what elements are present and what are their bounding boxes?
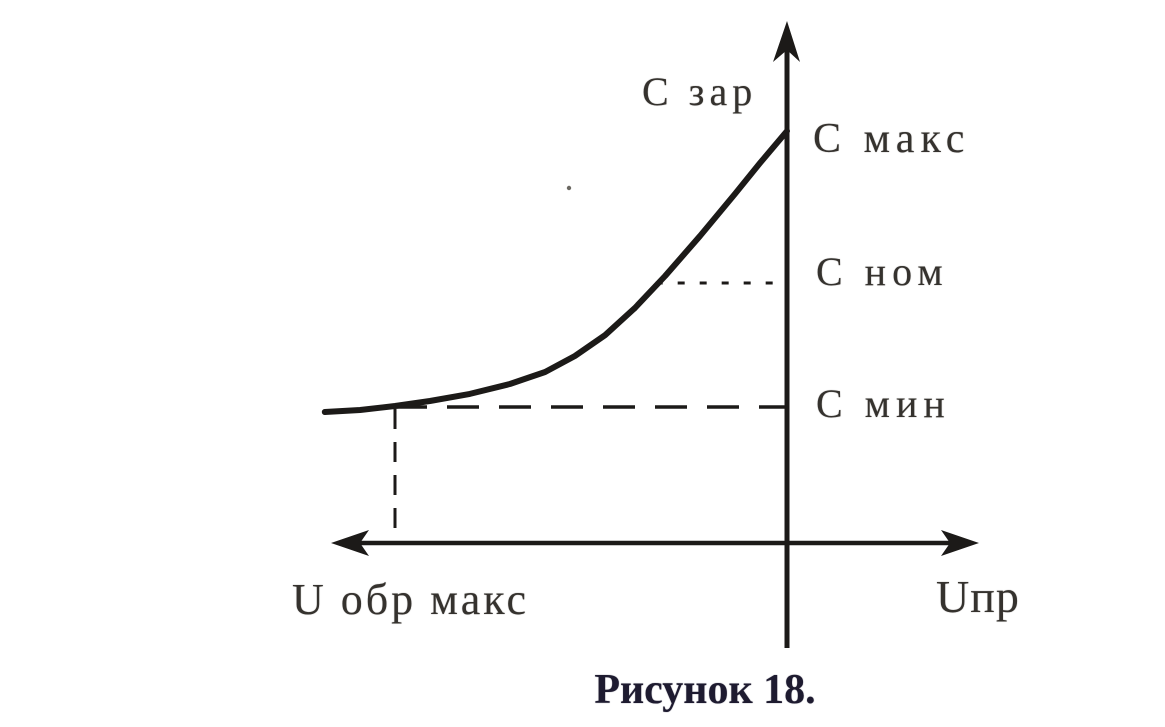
- capacitance-curve: [321, 128, 790, 415]
- x-axis-arrow-left-icon: [331, 530, 369, 556]
- u-obr-maks-label: U обр макс: [292, 575, 530, 624]
- c-nom-level-label: С ном: [816, 249, 949, 294]
- y-axis-arrow-up-icon: [773, 21, 800, 62]
- c-min-level-label: С мин: [816, 381, 951, 426]
- figure-caption: Рисунок 18.: [594, 667, 816, 713]
- reference-lines-group: [393, 281, 789, 543]
- x-axis-arrow-right-icon: [941, 530, 979, 556]
- c-maks-level-label: С макс: [813, 116, 971, 162]
- x-axis-label: Uпр: [936, 571, 1020, 622]
- scan-speck: [566, 185, 572, 191]
- y-axis-label: С зар: [642, 69, 758, 114]
